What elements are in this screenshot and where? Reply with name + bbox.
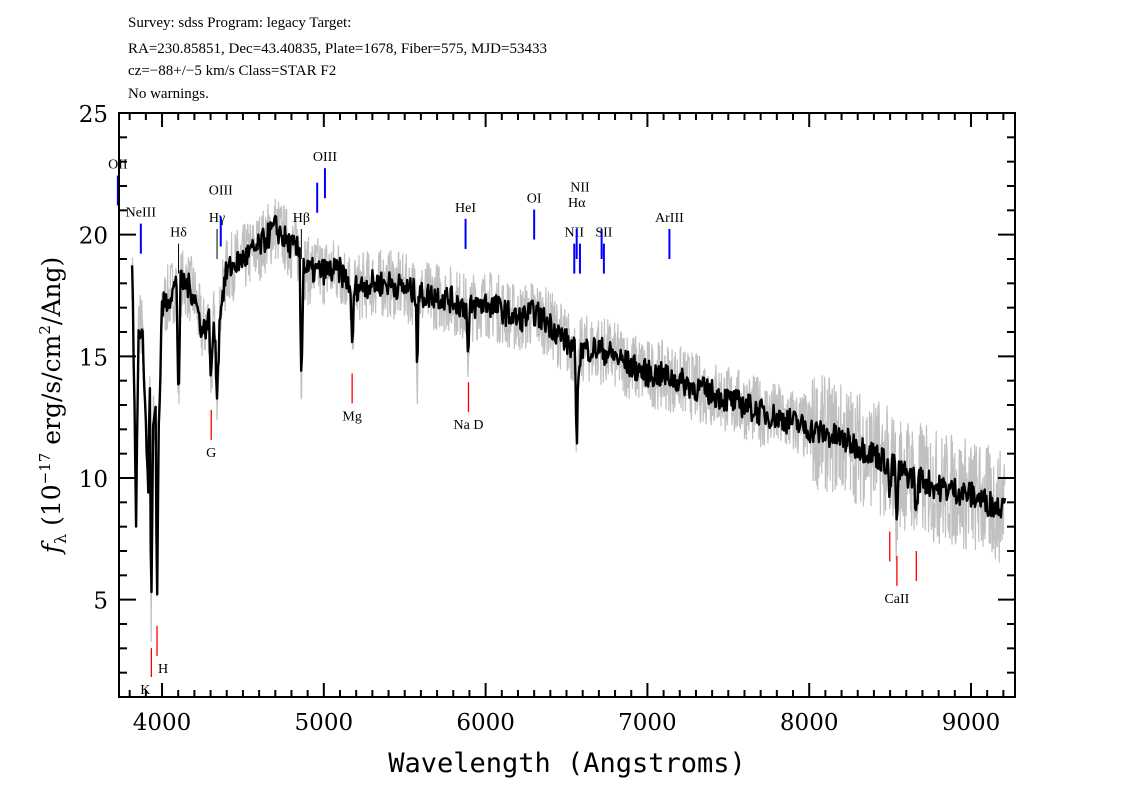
x-axis-label: Wavelength (Angstroms)	[388, 748, 746, 779]
y-label-part: (10	[37, 484, 66, 534]
y-label-part: 2	[36, 325, 54, 335]
y-tick-label: 25	[79, 102, 108, 128]
emission-label: OIII	[313, 150, 337, 165]
emission-label: HeI	[455, 201, 476, 216]
header-redshift-line: cz=−88+/−5 km/s Class=STAR F2	[128, 63, 337, 79]
x-tick-label: 7000	[618, 710, 677, 736]
emission-label: Hδ	[170, 226, 187, 241]
emission-label: Hα	[568, 196, 586, 211]
y-label-part: erg/s/cm	[37, 334, 66, 452]
emission-label: Hγ	[209, 211, 225, 226]
header-coordinates-line: RA=230.85851, Dec=43.40835, Plate=1678, …	[128, 41, 547, 57]
smoothed-flux-series	[130, 214, 1007, 596]
emission-label: OIII	[209, 184, 233, 199]
y-label-part: λ	[51, 534, 70, 544]
absorption-label: CaII	[884, 592, 909, 607]
smoothed-flux-line	[130, 214, 1007, 596]
emission-label: ArIII	[655, 211, 684, 226]
y-label-part: −17	[36, 453, 54, 485]
absorption-label: H	[158, 662, 168, 677]
emission-label: SII	[595, 226, 612, 241]
emission-label: NII	[565, 226, 585, 241]
y-label-part: f	[37, 540, 66, 555]
emission-label: NII	[570, 181, 590, 196]
y-tick-label: 5	[93, 589, 108, 615]
y-axis-label-group: fλ (10−17 erg/s/cm2/Ang)	[36, 257, 70, 556]
y-axis-label: fλ (10−17 erg/s/cm2/Ang)	[36, 257, 70, 556]
x-tick-label: 5000	[295, 710, 354, 736]
y-tick-label: 20	[79, 224, 108, 250]
absorption-label: Mg	[342, 409, 361, 424]
emission-label: Hβ	[293, 211, 310, 226]
header-survey-line: Survey: sdss Program: legacy Target:	[128, 15, 352, 31]
absorption-label: Na D	[454, 418, 484, 433]
raw-flux-line	[131, 198, 1006, 642]
y-tick-label: 15	[79, 345, 108, 371]
header-warnings-line: No warnings.	[128, 86, 209, 102]
x-tick-label: 6000	[456, 710, 515, 736]
emission-label: OI	[527, 192, 542, 207]
y-tick-label: 10	[79, 467, 108, 493]
raw-flux-series	[131, 198, 1006, 642]
x-tick-label: 4000	[133, 710, 192, 736]
absorption-label: G	[206, 446, 216, 461]
x-tick-label: 9000	[942, 710, 1001, 736]
axes: 4000 5000 6000 7000 8000 9000 5 10 15 20 25	[79, 102, 1016, 736]
emission-label: NeIII	[126, 206, 157, 221]
y-label-part: /Ang)	[37, 257, 66, 325]
x-tick-label: 8000	[780, 710, 839, 736]
